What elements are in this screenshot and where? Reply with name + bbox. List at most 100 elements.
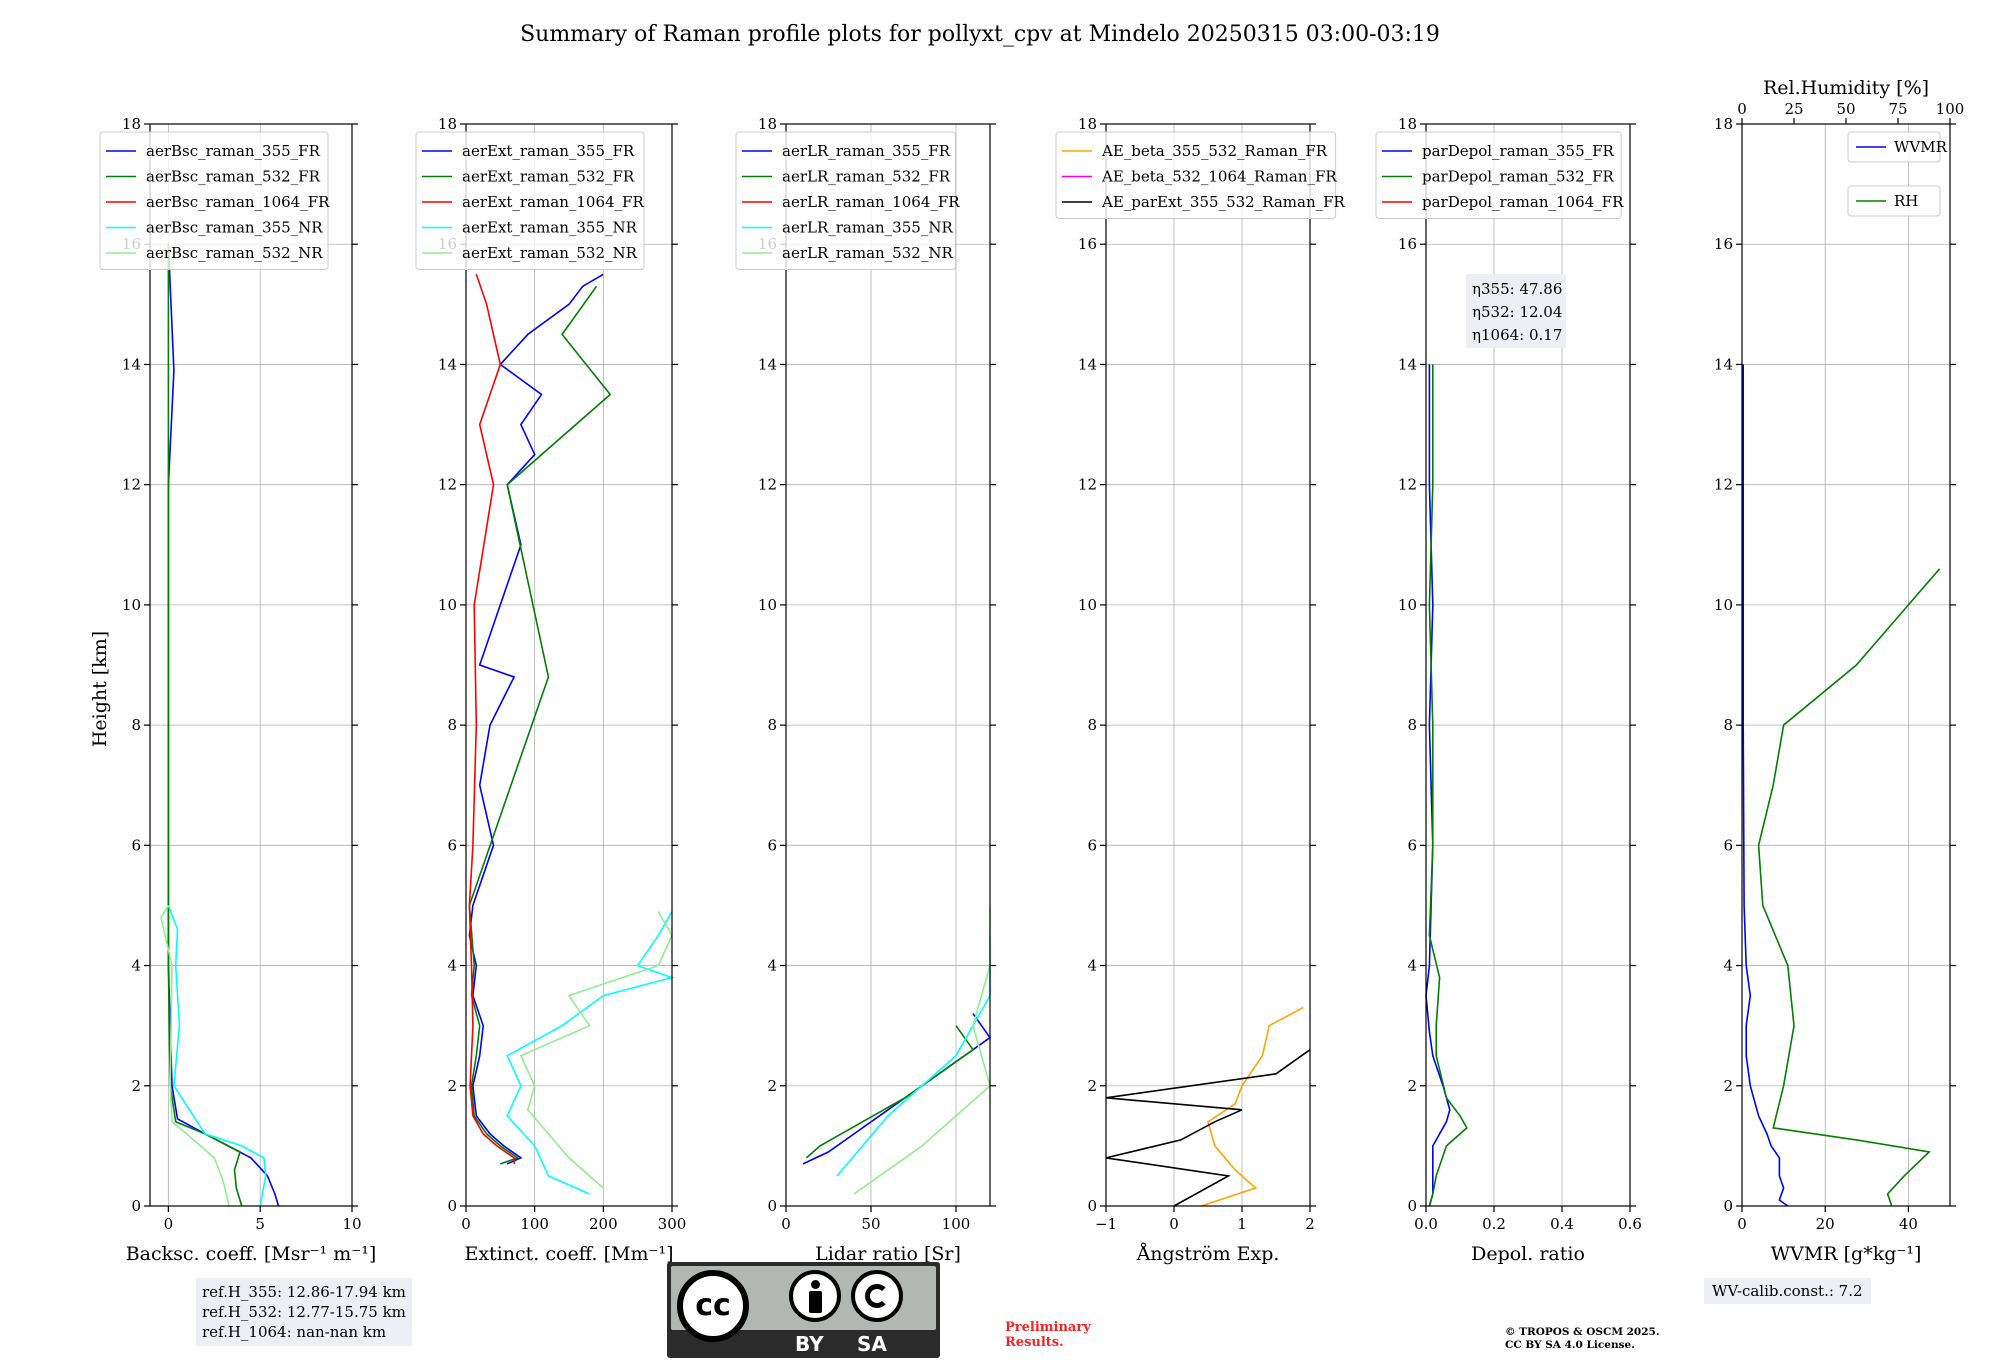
- x2-tick-label: 50: [1836, 100, 1855, 118]
- y-tick-label: 12: [1078, 476, 1097, 494]
- y-tick-label: 18: [1714, 115, 1733, 133]
- legend: aerBsc_raman_355_FR aerBsc_raman_532_FRae…: [99, 131, 330, 270]
- x-tick-label: 50: [861, 1215, 880, 1233]
- series-line-aerLR_raman_355_NR: [836, 935, 991, 1177]
- panel-5: 0 2 4 6 8 10 12 14 16 18 0.0 0.2 0.4 0.6 Depol. ratio p…: [1375, 115, 1642, 1265]
- legend-label: parDepol_raman_532_FR: [1422, 168, 1615, 186]
- x-tick-label: 100: [520, 1215, 549, 1233]
- y-tick-label: 8: [767, 716, 777, 734]
- legend-label: AE_beta_532_1064_Raman_FR: [1101, 168, 1337, 186]
- axes-frame: [785, 123, 991, 1207]
- legend: AE_beta_355_532_Raman_FR AE_beta_532_1064…: [1055, 131, 1346, 219]
- y-tick-label: 6: [1407, 836, 1417, 854]
- copyright-line-1: © TROPOS & OSCM 2025.: [1505, 1326, 1660, 1338]
- y-tick-label: 14: [758, 355, 777, 373]
- legend-label: aerLR_raman_1064_FR: [782, 193, 960, 211]
- x-axis-label: Lidar ratio [Sr]: [815, 1243, 961, 1265]
- y-tick-label: 14: [1714, 355, 1733, 373]
- x-tick-label: 0: [1737, 1215, 1747, 1233]
- legend-label: aerExt_raman_355_NR: [462, 219, 638, 237]
- x-tick-label: 0: [164, 1215, 174, 1233]
- copyright-note: © TROPOS & OSCM 2025. CC BY SA 4.0 Licen…: [1505, 1326, 1660, 1352]
- series-line-aerLR_raman_532_NR: [853, 905, 991, 1195]
- legend-label: AE_parExt_355_532_Raman_FR: [1101, 193, 1346, 211]
- y-tick-label: 2: [1723, 1077, 1733, 1095]
- y-tick-label: 8: [1087, 716, 1097, 734]
- eta-annotation: η355: 47.86: [1472, 280, 1562, 298]
- x-tick-label: 0.4: [1550, 1215, 1574, 1233]
- y-tick-label: 18: [122, 115, 141, 133]
- legend-label: aerExt_raman_1064_FR: [462, 193, 644, 211]
- y-tick-label: 10: [1714, 596, 1733, 614]
- series-line-parDepol_raman_355_FR: [1425, 364, 1451, 1207]
- x-axis-label: Extinct. coeff. [Mm⁻¹]: [464, 1243, 673, 1265]
- ref-height-1064: ref.H_1064: nan-nan km: [202, 1323, 387, 1341]
- x-tick-label: 1: [1237, 1215, 1247, 1233]
- cc-text: cc: [695, 1288, 731, 1323]
- y-tick-label: 10: [438, 596, 457, 614]
- legend-label: aerExt_raman_355_FR: [462, 142, 635, 160]
- wv-calibration-box: WV-calib.const.: 7.2: [1704, 1278, 1871, 1304]
- reference-height-box: ref.H_355: 12.86-17.94 km ref.H_532: 12.…: [196, 1278, 412, 1346]
- x-tick-label: 40: [1899, 1215, 1918, 1233]
- legend-label: aerExt_raman_532_FR: [462, 168, 635, 186]
- eta-annotation-box: [1466, 274, 1566, 348]
- y-tick-label: 14: [122, 355, 141, 373]
- y-tick-label: 18: [1078, 115, 1097, 133]
- y-tick-label: 0: [767, 1197, 777, 1215]
- x-tick-label: 0: [461, 1215, 471, 1233]
- y-tick-label: 12: [438, 476, 457, 494]
- legend-box: [1375, 131, 1622, 219]
- y-axis-label: Height [km]: [89, 631, 111, 747]
- x2-tick-label: 100: [1936, 100, 1965, 118]
- by-person-icon: [789, 1270, 841, 1322]
- legend-label: aerLR_raman_532_NR: [782, 244, 953, 262]
- y-tick-label: 18: [1398, 115, 1417, 133]
- copyright-line-2: CC BY SA 4.0 License.: [1505, 1339, 1635, 1351]
- y-tick-label: 0: [447, 1197, 457, 1215]
- legend-label: parDepol_raman_1064_FR: [1422, 193, 1624, 211]
- y-tick-label: 2: [131, 1077, 141, 1095]
- panel-3: 024681012141618050100Lidar ratio [Sr]aer…: [735, 115, 996, 1265]
- legend-box: [735, 131, 956, 270]
- series-line-WVMR: [1742, 364, 1789, 1207]
- y-tick-label: 16: [1398, 235, 1417, 253]
- y-tick-label: 0: [1407, 1197, 1417, 1215]
- x-axis-label: Depol. ratio: [1471, 1243, 1585, 1265]
- x-tick-label: 0: [781, 1215, 791, 1233]
- x2-tick-label: 0: [1737, 100, 1747, 118]
- y-tick-label: 2: [767, 1077, 777, 1095]
- series-line-aerExt_raman_532_FR: [468, 285, 612, 1165]
- y-tick-label: 16: [1078, 235, 1097, 253]
- y-tick-label: 4: [767, 957, 777, 975]
- x-tick-label: 10: [342, 1215, 361, 1233]
- legend-WVMR: WVMR: [1847, 131, 1948, 163]
- y-tick-label: 0: [1087, 1197, 1097, 1215]
- x-tick-label: 0.0: [1414, 1215, 1438, 1233]
- y-tick-label: 2: [447, 1077, 457, 1095]
- figure-title: Summary of Raman profile plots for polly…: [520, 22, 1440, 47]
- legend-label: aerBsc_raman_355_NR: [146, 219, 323, 237]
- y-tick-label: 8: [1407, 716, 1417, 734]
- y-tick-label: 2: [1407, 1077, 1417, 1095]
- legend: aerExt_raman_355_FR aerExt_raman_532_FRae…: [415, 131, 645, 270]
- y-tick-label: 6: [1087, 836, 1097, 854]
- y-tick-label: 14: [1078, 355, 1097, 373]
- y-tick-label: 0: [1723, 1197, 1733, 1215]
- x-tick-label: −1: [1095, 1215, 1117, 1233]
- y-tick-label: 18: [758, 115, 777, 133]
- x-axis-label: WVMR [g*kg⁻¹]: [1771, 1243, 1922, 1265]
- series-line-AE_beta_355_532_Raman_FR: [1200, 1006, 1304, 1207]
- y-tick-label: 12: [122, 476, 141, 494]
- x-tick-label: 0.2: [1482, 1215, 1506, 1233]
- x-axis-label: Ångström Exp.: [1136, 1243, 1280, 1265]
- x-tick-label: 2: [1305, 1215, 1315, 1233]
- legend-label: aerBsc_raman_532_FR: [146, 168, 321, 186]
- series-line-aerExt_raman_1064_FR: [468, 274, 515, 1164]
- series-line-aerBsc_raman_355_NR: [167, 905, 267, 1207]
- x2-tick-label: 75: [1888, 100, 1907, 118]
- legend-box: [99, 131, 329, 270]
- y-tick-label: 8: [1723, 716, 1733, 734]
